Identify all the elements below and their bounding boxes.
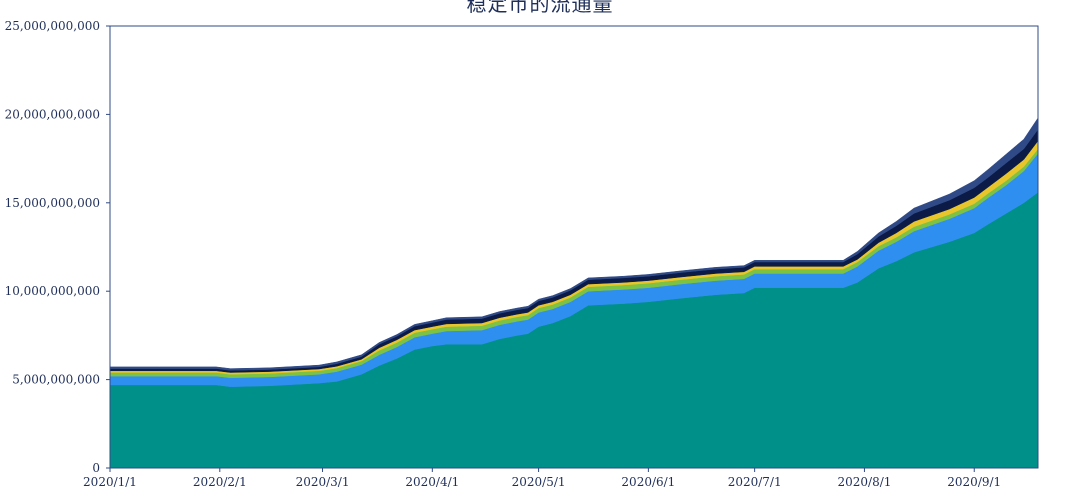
x-axis-tick-labels: 2020/1/1 2020/2/1 2020/3/1 2020/4/1 2020/5/1… (83, 475, 1001, 489)
y-tick-label: 25,000,000,000 (5, 19, 100, 33)
series-areas (109, 117, 1039, 469)
x-tick-label: 2020/2/1 (193, 475, 247, 489)
plot-frame (109, 25, 1039, 469)
x-tick-label: 2020/1/1 (83, 475, 137, 489)
x-tick-label: 2020/9/1 (947, 475, 1001, 489)
x-tick-label: 2020/5/1 (512, 475, 566, 489)
y-tick-label: 10,000,000,000 (5, 284, 100, 298)
axes (106, 25, 1039, 472)
x-tick-label: 2020/4/1 (405, 475, 459, 489)
y-tick-label: 15,000,000,000 (5, 196, 100, 210)
y-axis-tick-labels: 0 5,000,000,000 10,000,000,000 15,000,000,0… (5, 19, 100, 475)
chart-title: 稳定币的流通量 (466, 0, 614, 16)
y-tick-label: 5,000,000,000 (12, 373, 100, 387)
y-tick-label: 20,000,000,000 (5, 107, 100, 121)
x-tick-label: 2020/6/1 (621, 475, 675, 489)
y-tick-label: 0 (92, 461, 100, 475)
x-tick-label: 2020/8/1 (837, 475, 891, 489)
x-tick-label: 2020/3/1 (296, 475, 350, 489)
x-tick-label: 2020/7/1 (728, 475, 782, 489)
